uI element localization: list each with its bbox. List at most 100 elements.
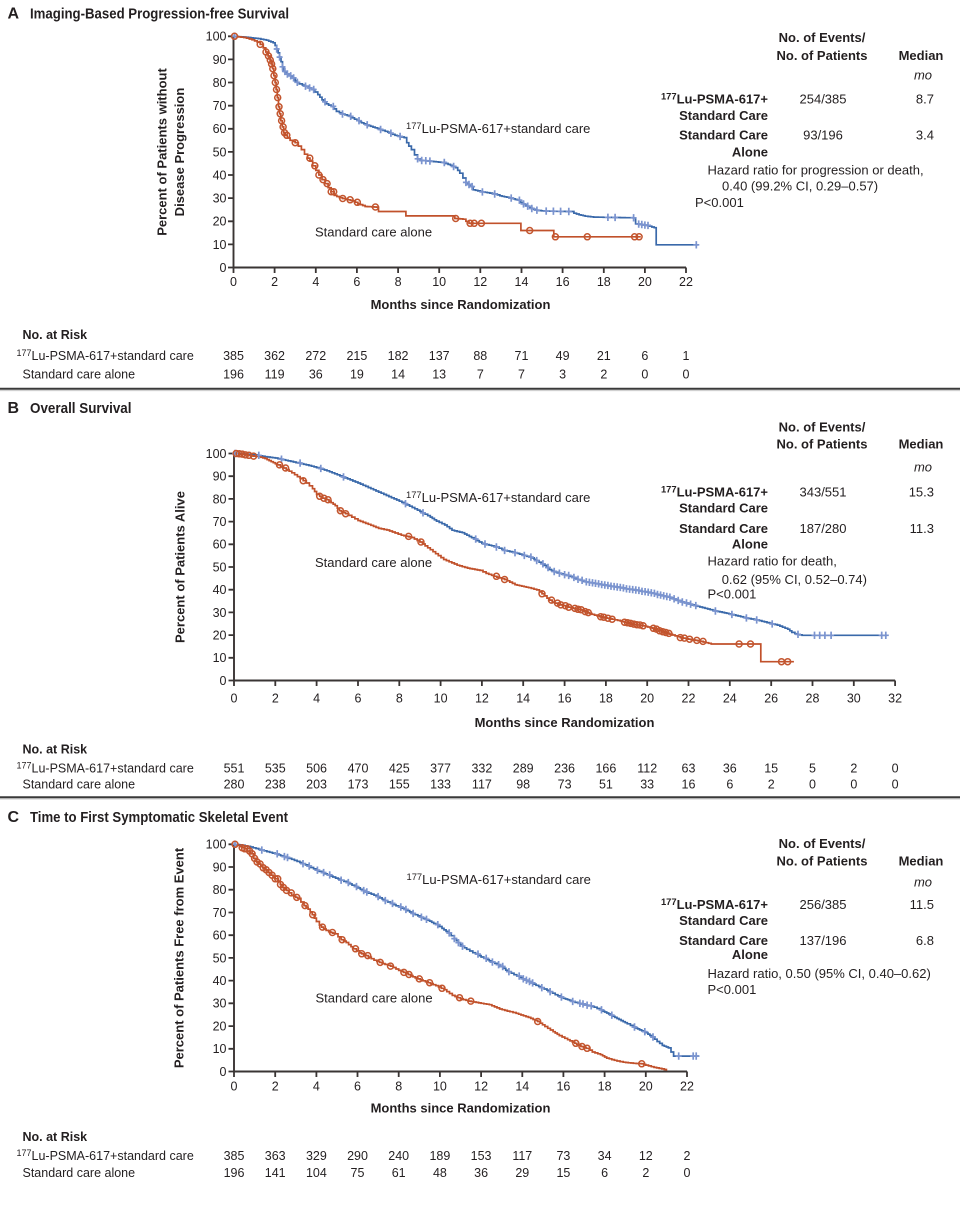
svg-text:No. at Risk: No. at Risk — [23, 743, 88, 757]
svg-text:80: 80 — [213, 76, 227, 90]
svg-text:215: 215 — [346, 349, 367, 363]
svg-text:18: 18 — [599, 691, 613, 705]
svg-text:385: 385 — [224, 1149, 245, 1163]
svg-text:14: 14 — [515, 275, 529, 289]
svg-text:20: 20 — [638, 275, 652, 289]
svg-text:15: 15 — [556, 1166, 570, 1180]
svg-text:Standard care alone: Standard care alone — [315, 555, 432, 570]
svg-text:36: 36 — [723, 762, 737, 776]
svg-text:36: 36 — [309, 367, 323, 381]
svg-text:Standard care alone: Standard care alone — [23, 1166, 136, 1180]
svg-text:551: 551 — [224, 762, 245, 776]
svg-text:2: 2 — [642, 1166, 649, 1180]
svg-text:12: 12 — [473, 275, 487, 289]
svg-text:0.62 (95% CI, 0.52–0.74): 0.62 (95% CI, 0.52–0.74) — [722, 572, 867, 587]
svg-text:177Lu-PSMA-617+standard care: 177Lu-PSMA-617+standard care — [406, 489, 590, 505]
svg-text:0: 0 — [641, 367, 648, 381]
svg-text:14: 14 — [516, 691, 530, 705]
svg-text:0: 0 — [220, 674, 227, 688]
svg-text:49: 49 — [556, 349, 570, 363]
svg-text:117: 117 — [512, 1149, 532, 1163]
svg-text:18: 18 — [597, 275, 611, 289]
svg-text:Months since Randomization: Months since Randomization — [475, 715, 655, 730]
svg-text:16: 16 — [556, 275, 570, 289]
svg-text:187/280: 187/280 — [800, 521, 847, 536]
svg-text:29: 29 — [515, 1166, 529, 1180]
svg-text:10: 10 — [433, 1079, 447, 1093]
svg-text:90: 90 — [213, 53, 227, 67]
svg-text:90: 90 — [213, 860, 227, 874]
svg-text:10: 10 — [434, 691, 448, 705]
svg-text:B: B — [8, 400, 20, 417]
svg-text:60: 60 — [213, 538, 227, 552]
svg-text:73: 73 — [558, 778, 572, 792]
svg-text:30: 30 — [213, 606, 227, 620]
svg-text:50: 50 — [213, 560, 227, 574]
svg-text:No. of Events/: No. of Events/ — [779, 836, 866, 851]
svg-text:177Lu-PSMA-617+standard care: 177Lu-PSMA-617+standard care — [17, 761, 194, 776]
svg-text:10: 10 — [213, 238, 227, 252]
svg-text:6: 6 — [353, 275, 360, 289]
svg-text:196: 196 — [224, 1166, 245, 1180]
svg-text:Alone: Alone — [732, 536, 768, 551]
svg-text:63: 63 — [682, 762, 696, 776]
svg-text:30: 30 — [213, 192, 227, 206]
svg-text:Percent of Patients without: Percent of Patients without — [155, 68, 170, 236]
svg-text:Standard Care: Standard Care — [679, 933, 768, 948]
svg-text:19: 19 — [350, 367, 364, 381]
svg-text:119: 119 — [265, 367, 285, 381]
svg-text:48: 48 — [433, 1166, 447, 1180]
svg-text:Time to First Symptomatic Skel: Time to First Symptomatic Skeletal Event — [30, 809, 288, 826]
svg-text:No. of Patients: No. of Patients — [776, 854, 867, 869]
svg-text:Median: Median — [899, 48, 944, 63]
svg-text:177Lu-PSMA-617+standard care: 177Lu-PSMA-617+standard care — [17, 348, 194, 363]
svg-text:28: 28 — [806, 691, 820, 705]
svg-text:mo: mo — [914, 68, 932, 83]
svg-text:Standard care alone: Standard care alone — [23, 778, 136, 792]
svg-text:240: 240 — [388, 1149, 409, 1163]
svg-text:203: 203 — [306, 778, 327, 792]
svg-text:8.7: 8.7 — [916, 92, 934, 107]
svg-text:20: 20 — [213, 629, 227, 643]
svg-text:No. of Events/: No. of Events/ — [779, 420, 866, 435]
svg-text:6: 6 — [355, 691, 362, 705]
svg-text:34: 34 — [598, 1149, 612, 1163]
svg-text:20: 20 — [213, 1020, 227, 1034]
svg-text:40: 40 — [213, 974, 227, 988]
svg-text:7: 7 — [518, 367, 525, 381]
svg-text:33: 33 — [640, 778, 654, 792]
svg-text:60: 60 — [213, 122, 227, 136]
svg-text:10: 10 — [432, 275, 446, 289]
svg-text:6.8: 6.8 — [916, 933, 934, 948]
svg-text:0: 0 — [231, 691, 238, 705]
svg-text:61: 61 — [392, 1166, 406, 1180]
svg-text:20: 20 — [639, 1079, 653, 1093]
svg-text:22: 22 — [680, 1079, 694, 1093]
svg-text:93/196: 93/196 — [803, 128, 843, 143]
svg-text:No. of Patients: No. of Patients — [776, 48, 867, 63]
svg-text:11.3: 11.3 — [910, 521, 934, 536]
svg-text:236: 236 — [554, 762, 575, 776]
svg-text:30: 30 — [213, 997, 227, 1011]
svg-text:71: 71 — [515, 349, 529, 363]
svg-text:mo: mo — [914, 875, 932, 890]
svg-text:80: 80 — [213, 492, 227, 506]
svg-text:4: 4 — [312, 275, 319, 289]
svg-text:Median: Median — [899, 437, 944, 452]
svg-text:Standard Care: Standard Care — [679, 501, 768, 516]
svg-text:177Lu-PSMA-617+standard care: 177Lu-PSMA-617+standard care — [17, 1148, 194, 1163]
svg-text:0: 0 — [683, 367, 690, 381]
svg-text:Standard care alone: Standard care alone — [23, 367, 136, 381]
svg-text:6: 6 — [641, 349, 648, 363]
svg-text:60: 60 — [213, 929, 227, 943]
svg-text:141: 141 — [265, 1166, 286, 1180]
svg-text:Hazard ratio for death,: Hazard ratio for death, — [708, 554, 837, 569]
svg-text:5: 5 — [809, 762, 816, 776]
svg-text:C: C — [8, 809, 20, 826]
svg-text:P<0.001: P<0.001 — [708, 586, 757, 601]
svg-text:2: 2 — [600, 367, 607, 381]
svg-text:50: 50 — [213, 951, 227, 965]
svg-text:290: 290 — [347, 1149, 368, 1163]
svg-text:12: 12 — [475, 691, 489, 705]
svg-text:Alone: Alone — [732, 947, 768, 962]
